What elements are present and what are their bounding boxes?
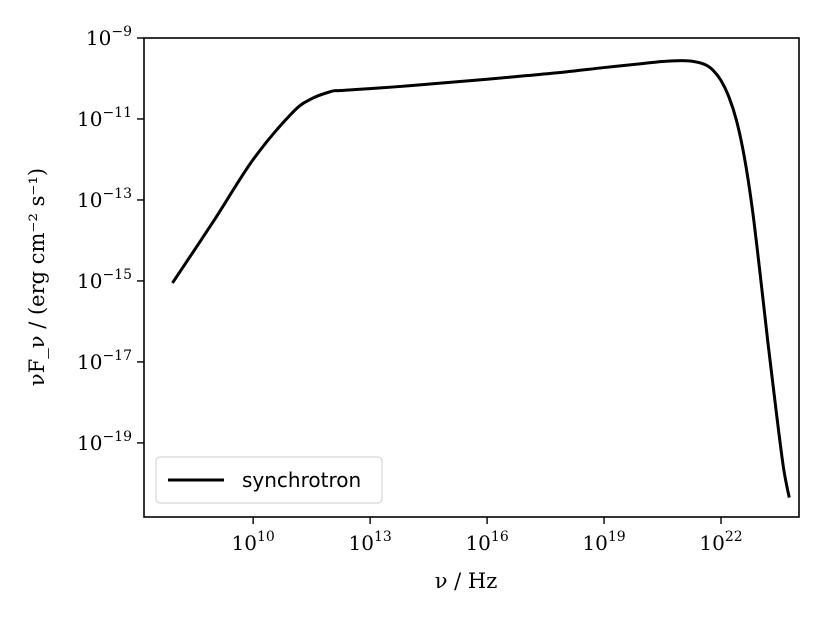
y-tick-label: 10−17 [77,348,132,374]
series-line-synchrotron [171,59,791,498]
legend: synchrotron [155,456,383,504]
x-tick-label: 1013 [348,529,391,555]
x-tick-label: 1019 [582,529,625,555]
y-axis-ticks: 10−9 10−11 10−13 10−15 10−17 10−19 [77,24,144,455]
plot-area: 1010 1013 1016 1019 1022 10−9 10−11 10−13 10−15… [77,24,800,555]
y-tick-label: 10−13 [77,186,132,212]
y-tick-label: 10−19 [77,429,132,455]
y-axis-label: νF_ν / (erg cm⁻² s⁻¹) [25,168,49,386]
x-tick-label: 1010 [232,529,275,555]
y-tick-label: 10−9 [86,24,132,50]
x-axis-label: ν / Hz [435,569,498,593]
x-tick-label: 1022 [699,529,742,555]
legend-box [155,456,383,504]
y-tick-label: 10−15 [77,267,132,293]
y-tick-label: 10−11 [77,105,132,131]
axes-frame [143,37,800,518]
legend-label-synchrotron: synchrotron [242,468,361,492]
x-axis-ticks: 1010 1013 1016 1019 1022 [232,517,743,555]
x-tick-label: 1016 [465,529,508,555]
